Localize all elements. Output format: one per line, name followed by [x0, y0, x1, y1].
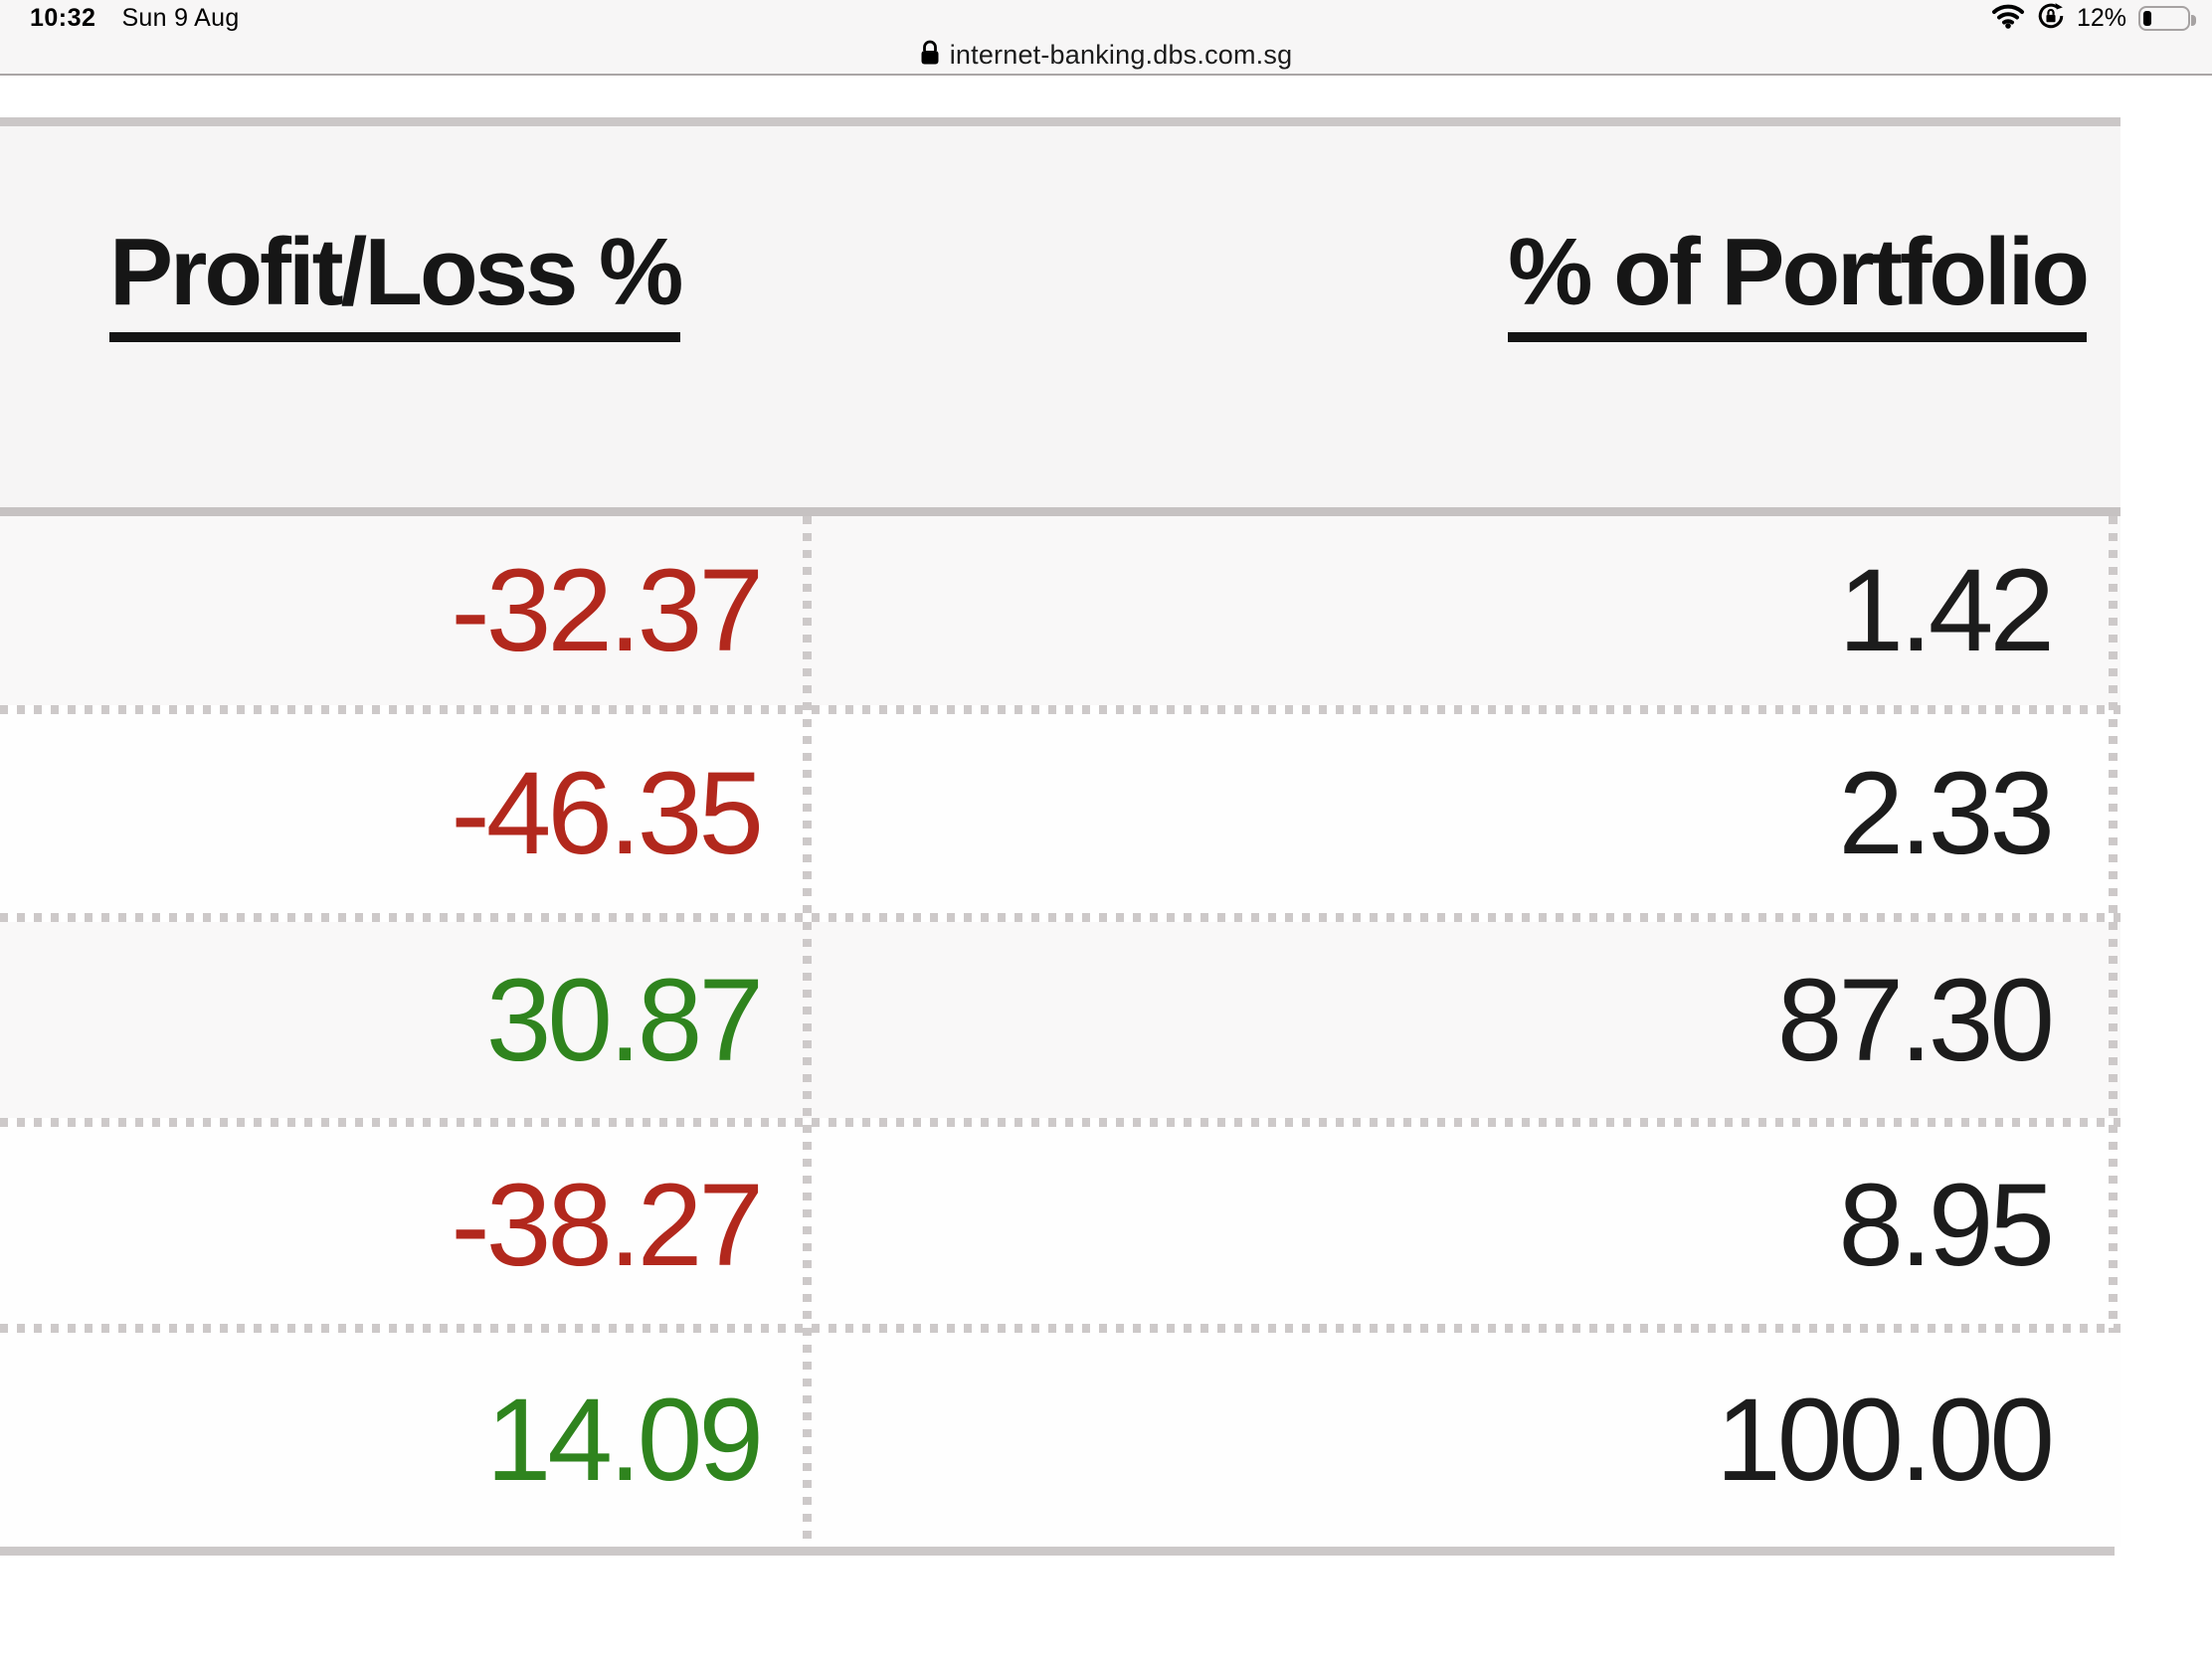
row-separator	[0, 705, 2120, 714]
table-row: 30.87 87.30	[0, 922, 2120, 1118]
column-divider	[803, 516, 812, 1547]
battery-icon	[2138, 5, 2196, 31]
header-profit-loss-label[interactable]: Profit/Loss %	[109, 218, 683, 342]
safari-chrome: 10:32 Sun 9 Aug	[0, 0, 2212, 76]
table-header-row: Profit/Loss % % of Portfolio	[0, 126, 2120, 507]
pct-of-portfolio-cell: 100.00	[1716, 1374, 2055, 1506]
header-pct-portfolio-label[interactable]: % of Portfolio	[1508, 218, 2090, 342]
profit-loss-cell: -32.37	[451, 545, 764, 676]
battery-percent: 12%	[2076, 3, 2126, 32]
table-row: -32.37 1.42	[0, 516, 2120, 705]
pct-of-portfolio-cell: 87.30	[1776, 954, 2055, 1086]
portfolio-table: Profit/Loss % % of Portfolio -32.37 1.42-…	[0, 117, 2120, 1556]
table-bottom-border	[0, 1547, 2115, 1556]
status-time: 10:32	[30, 3, 96, 32]
url-bar[interactable]: internet-banking.dbs.com.sg	[0, 34, 2212, 76]
url-text: internet-banking.dbs.com.sg	[949, 39, 1293, 70]
profit-loss-cell: -46.35	[451, 748, 764, 879]
row-separator	[0, 1324, 2120, 1333]
profit-loss-cell: 30.87	[485, 954, 764, 1086]
header-bottom-border	[0, 507, 2120, 516]
status-left: 10:32 Sun 9 Aug	[30, 4, 240, 33]
header-cell-pct-portfolio: % of Portfolio	[812, 126, 2120, 507]
wifi-icon	[1991, 3, 2025, 34]
pct-of-portfolio-cell: 2.33	[1838, 748, 2055, 879]
table-right-border	[2109, 516, 2118, 1333]
battery-nub	[2191, 14, 2196, 26]
pct-of-portfolio-cell: 1.42	[1838, 545, 2055, 676]
table-body: -32.37 1.42 -46.35 2.33 30.87 87.30 -38.27 8.95…	[0, 516, 2120, 1547]
orientation-lock-icon	[2037, 2, 2065, 35]
table-row: -46.35 2.33	[0, 714, 2120, 913]
battery-fill	[2143, 10, 2151, 26]
header-cell-profit-loss: Profit/Loss %	[0, 126, 812, 507]
padlock-icon	[920, 39, 940, 71]
status-right: 12%	[1991, 2, 2196, 35]
table-row: 14.09 100.00	[0, 1333, 2120, 1547]
profit-loss-cell: -38.27	[451, 1160, 764, 1291]
status-date: Sun 9 Aug	[121, 3, 240, 32]
table-row: -38.27 8.95	[0, 1127, 2120, 1324]
status-bar: 10:32 Sun 9 Aug	[0, 0, 2212, 34]
table-top-border	[0, 117, 2120, 126]
row-separator	[0, 1118, 2120, 1127]
pct-of-portfolio-cell: 8.95	[1838, 1160, 2055, 1291]
profit-loss-cell: 14.09	[485, 1374, 764, 1506]
row-separator	[0, 913, 2120, 922]
page-content: Profit/Loss % % of Portfolio -32.37 1.42-…	[0, 117, 2212, 1556]
